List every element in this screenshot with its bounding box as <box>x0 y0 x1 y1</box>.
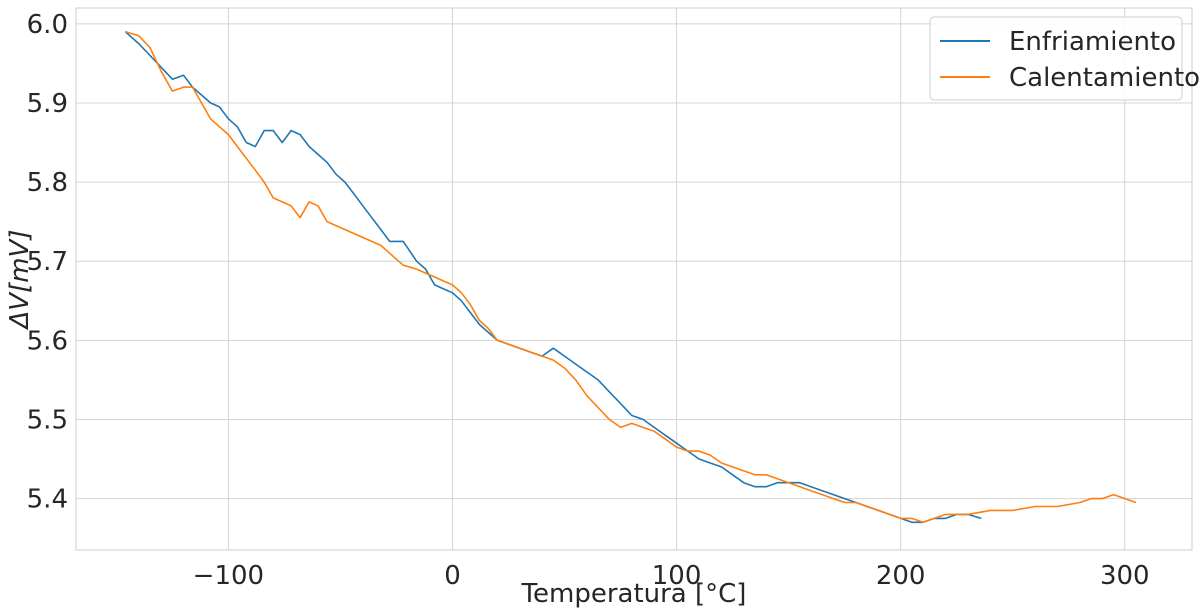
x-tick-label: 0 <box>444 561 461 591</box>
series-line-calentamiento <box>125 30 1137 524</box>
x-tick-labels: −100 0 100 200 300 <box>193 561 1150 591</box>
x-tick-label: 200 <box>876 561 926 591</box>
plot-frame <box>75 7 1193 551</box>
legend-label: Calentamiento <box>1009 63 1199 93</box>
y-axis-title: ΔV[mV] <box>5 230 35 331</box>
x-tick-label: 300 <box>1100 561 1150 591</box>
series-layer <box>124 30 1137 524</box>
legend: Enfriamiento Calentamiento <box>929 16 1199 101</box>
legend-box <box>929 16 1183 101</box>
y-tick-label: 6.0 <box>27 10 68 40</box>
x-tick-label: 100 <box>652 561 702 591</box>
series-line-enfriamiento <box>124 31 982 524</box>
y-tick-label: 5.9 <box>27 89 68 119</box>
y-tick-label: 5.8 <box>27 168 68 198</box>
legend-label: Enfriamiento <box>1009 27 1176 57</box>
y-tick-labels: 5.4 5.5 5.6 5.7 5.8 5.9 6.0 <box>27 10 68 515</box>
y-tick-label: 5.5 <box>27 405 68 435</box>
legend-items: Enfriamiento Calentamiento <box>940 27 1199 93</box>
y-tick-label: 5.4 <box>27 485 68 515</box>
x-tick-label: −100 <box>193 561 264 591</box>
x-axis-title: Temperatura [°C] <box>521 579 747 609</box>
y-tick-label: 5.6 <box>27 326 68 356</box>
y-tick-label: 5.7 <box>27 247 68 277</box>
